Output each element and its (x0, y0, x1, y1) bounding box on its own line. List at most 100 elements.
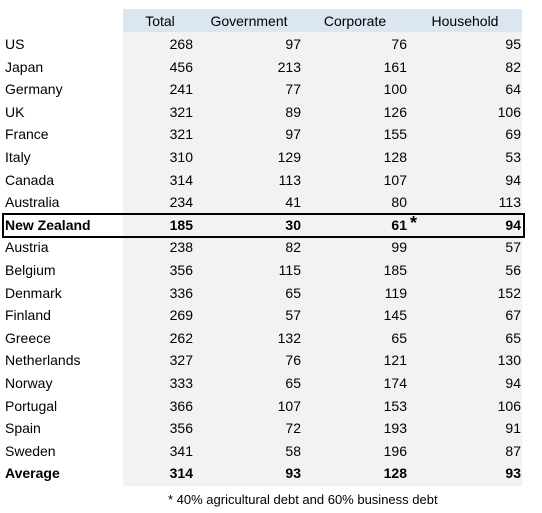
cell-value: 153 (383, 397, 407, 414)
cell-value: 115 (278, 262, 301, 278)
cell-value: 234 (169, 194, 193, 211)
cell-value: 65 (285, 375, 301, 391)
row-label: US (5, 36, 25, 52)
cell-value: 97 (285, 36, 301, 52)
cell-value: 155 (383, 126, 407, 143)
row-label: Average (5, 465, 60, 482)
row-label: Belgium (5, 262, 56, 278)
column-header: Household (431, 13, 499, 29)
cell-value: 99 (391, 239, 407, 256)
cell-value: 67 (505, 307, 521, 324)
cell-value: 93 (285, 465, 301, 482)
cell-value: 310 (169, 149, 193, 165)
cell-value: 336 (169, 284, 193, 301)
row-label: Norway (5, 375, 53, 391)
cell-value: 145 (383, 307, 407, 324)
cell-value: 65 (285, 284, 301, 301)
cell-value: 76 (285, 352, 301, 369)
cell-value: 58 (285, 442, 301, 459)
cell-value: 100 (383, 81, 407, 98)
cell-value: 262 (169, 329, 193, 346)
cell-value: 121 (383, 352, 407, 369)
cell-value: 129 (277, 149, 301, 165)
row-label: Australia (5, 194, 60, 211)
cell-value: 106 (497, 103, 521, 120)
cell-value: 65 (505, 329, 521, 346)
row-label: Spain (5, 420, 41, 437)
cell-value: 185 (169, 216, 193, 233)
cell-value: 456 (169, 58, 193, 75)
cell-value: 128 (383, 465, 407, 482)
cell-value: 356 (169, 262, 193, 278)
cell-value: 61 (391, 216, 407, 233)
cell-value: 95 (505, 36, 521, 52)
cell-value: 185 (383, 262, 407, 278)
cell-value: 77 (285, 81, 301, 98)
cell-value: 107 (383, 171, 407, 188)
column-header: Corporate (323, 13, 387, 29)
cell-value: 41 (285, 194, 301, 211)
cell-value: 87 (505, 442, 521, 459)
cell-value: 94 (505, 216, 521, 233)
row-label: Canada (5, 171, 55, 188)
cell-value: 94 (505, 375, 521, 391)
body-background (123, 32, 522, 486)
cell-value: 128 (383, 149, 407, 165)
cell-value: 213 (277, 58, 301, 75)
cell-value: 321 (169, 126, 193, 143)
cell-value: 314 (169, 171, 193, 188)
cell-value: 196 (383, 442, 407, 459)
cell-value: 97 (285, 126, 301, 143)
row-label: Portugal (5, 397, 58, 414)
footnote: * 40% agricultural debt and 60% business… (168, 492, 438, 507)
highlight-box (2, 212, 525, 238)
row-label: Italy (5, 149, 31, 165)
cell-value: 30 (285, 216, 301, 233)
cell-value: 132 (277, 329, 301, 346)
footnote-marker: * (410, 212, 418, 233)
cell-value: 130 (497, 352, 521, 369)
cell-value: 57 (505, 239, 521, 256)
row-label: Germany (5, 81, 63, 98)
cell-value: 327 (169, 352, 193, 369)
cell-value: 161 (383, 58, 407, 75)
cell-value: 241 (169, 81, 193, 98)
cell-value: 314 (169, 465, 193, 482)
row-label: UK (5, 103, 25, 120)
cell-value: 53 (505, 149, 521, 165)
row-label: Austria (5, 239, 49, 256)
cell-value: 341 (169, 442, 193, 459)
column-header: Government (210, 13, 288, 29)
cell-value: 107 (277, 397, 301, 414)
row-label: Greece (5, 329, 51, 346)
cell-value: 91 (505, 420, 521, 437)
cell-value: 82 (285, 239, 301, 256)
cell-value: 94 (505, 171, 521, 188)
cell-value: 64 (505, 81, 521, 98)
cell-value: 89 (285, 103, 301, 120)
cell-value: 321 (169, 103, 193, 120)
cell-value: 333 (169, 375, 193, 391)
row-label: Netherlands (5, 352, 81, 369)
cell-value: 56 (505, 262, 521, 278)
cell-value: 152 (497, 284, 521, 301)
cell-value: 80 (391, 194, 407, 211)
row-label: France (5, 126, 49, 143)
cell-value: 193 (383, 420, 407, 437)
cell-value: 65 (391, 329, 407, 346)
cell-value: 57 (285, 307, 301, 324)
cell-value: 113 (278, 171, 301, 188)
row-label: Japan (5, 58, 44, 75)
cell-value: 113 (498, 194, 521, 211)
cell-value: 356 (169, 420, 193, 437)
cell-value: 174 (383, 375, 407, 391)
row-label: New Zealand (5, 216, 91, 233)
cell-value: 126 (383, 103, 407, 120)
cell-value: 119 (384, 284, 407, 301)
row-label: Sweden (5, 442, 56, 459)
cell-value: 93 (505, 465, 521, 482)
row-label: Finland (5, 307, 51, 324)
column-header: Total (145, 13, 175, 29)
cell-value: 82 (505, 58, 521, 75)
